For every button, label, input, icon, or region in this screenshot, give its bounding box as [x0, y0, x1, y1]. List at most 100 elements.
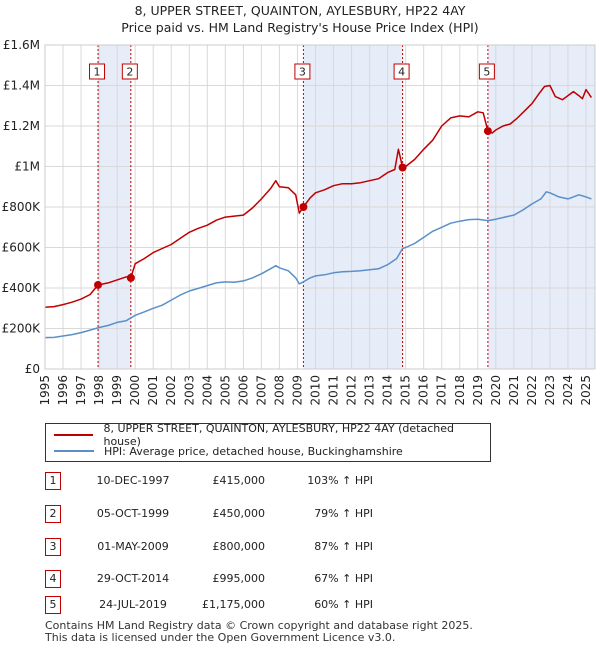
x-tick-label: 1995 [38, 375, 52, 406]
sale-number-badge: 4 [45, 570, 61, 588]
legend-swatch-property [54, 434, 94, 436]
x-tick-label: 2012 [345, 375, 359, 406]
x-tick-label: 2001 [146, 375, 160, 406]
x-tick-label: 2004 [200, 375, 214, 406]
sale-badges: 1 2 3 4 5 [89, 63, 495, 80]
sale-row: 1 10-DEC-1997 £415,000 103% ↑ HPI [45, 472, 465, 492]
x-tick-label: 2023 [543, 375, 557, 406]
sale-point [483, 127, 492, 136]
legend-item-hpi: HPI: Average price, detached house, Buck… [54, 443, 403, 459]
sale-hpi-change: 60% ↑ HPI [314, 598, 373, 611]
x-tick-label: 1998 [92, 375, 106, 406]
y-tick-label: £400K [2, 281, 42, 295]
legend-swatch-hpi [54, 450, 94, 452]
sale-point [299, 203, 308, 211]
sale-hpi-change: 87% ↑ HPI [314, 540, 373, 553]
sale-badge-box [121, 63, 138, 80]
x-tick-labels: 1995 1996 1997 1998 1999 2000 2001 2002 2003 2004… [38, 375, 593, 406]
x-tick-label: 2022 [525, 375, 539, 406]
sale-price: £800,000 [212, 540, 266, 553]
x-tick-label: 2018 [453, 375, 467, 406]
sale-price: £995,000 [212, 572, 266, 585]
sale-number-badge: 2 [45, 505, 61, 523]
x-tick-label: 2016 [417, 375, 431, 406]
y-tick-label: £1M [14, 160, 40, 174]
sale-date: 10-DEC-1997 [96, 474, 170, 487]
footer-licence: This data is licensed under the Open Gov… [45, 631, 396, 644]
x-tick-label: 2011 [327, 375, 341, 406]
plot-frame [44, 44, 596, 370]
y-tick-label: £1.6M [3, 38, 40, 52]
sale-date: 05-OCT-1999 [96, 507, 170, 520]
chart-title: 8, UPPER STREET, QUAINTON, AYLESBURY, HP… [0, 2, 600, 36]
x-tick-label: 1999 [110, 375, 124, 406]
legend: 8, UPPER STREET, QUAINTON, AYLESBURY, HP… [45, 422, 491, 462]
y-tick-label: £1.4M [3, 79, 40, 93]
hpi-line [44, 191, 592, 339]
sale-row: 3 01-MAY-2009 £800,000 87% ↑ HPI [45, 538, 465, 558]
x-tick-label: 2014 [381, 375, 395, 406]
sale-badge-label: 5 [483, 66, 490, 79]
x-tick-label: 2000 [128, 375, 142, 406]
x-tick-label: 2005 [218, 375, 232, 406]
x-tick-label: 2002 [164, 375, 178, 406]
sale-number-badge: 1 [45, 472, 61, 490]
sale-hpi-change: 103% ↑ HPI [307, 474, 373, 487]
sale-price: £450,000 [212, 507, 266, 520]
sale-row: 2 05-OCT-1999 £450,000 79% ↑ HPI [45, 505, 465, 525]
x-tick-label: 2020 [489, 375, 503, 406]
y-tick-label: £0 [25, 362, 40, 376]
series-lines [44, 84, 593, 339]
sale-vertical-lines [97, 45, 489, 369]
y-tick-labels: £0 £200K £400K £600K £800K £1M £1.2M £1.4M £1.6M [2, 38, 42, 376]
sale-row: 5 24-JUL-2019 £1,175,000 60% ↑ HPI [45, 596, 465, 616]
legend-item-property: 8, UPPER STREET, QUAINTON, AYLESBURY, HP… [54, 422, 490, 448]
sale-point [398, 163, 407, 172]
y-tick-label: £200K [2, 322, 42, 336]
sale-price: £415,000 [212, 474, 266, 487]
x-tick-label: 2017 [435, 375, 449, 406]
footer-copyright: Contains HM Land Registry data © Crown c… [45, 619, 473, 632]
footer: Contains HM Land Registry data © Crown c… [45, 620, 585, 644]
sale-point [94, 280, 103, 289]
x-tick-label: 2006 [236, 375, 250, 406]
y-tick-label: £1.2M [3, 119, 40, 133]
sale-hpi-change: 79% ↑ HPI [314, 507, 373, 520]
x-tick-label: 2008 [272, 375, 286, 406]
price-chart: £0 £200K £400K £600K £800K £1M £1.2M £1.4M £1.6M… [2, 38, 596, 406]
sale-badge-box [478, 63, 495, 80]
sale-date: 24-JUL-2019 [99, 598, 167, 611]
x-tick-label: 2019 [471, 375, 485, 406]
x-tick-label: 2015 [399, 375, 413, 406]
x-tick-label: 2021 [507, 375, 521, 406]
sale-number-badge: 5 [45, 596, 61, 614]
x-tick-label: 1996 [56, 375, 70, 406]
x-tick-label: 2024 [561, 375, 575, 406]
title-line-2: Price paid vs. HM Land Registry's House … [121, 20, 479, 35]
y-tick-label: £600K [2, 241, 42, 255]
sale-badge-label: 4 [398, 66, 405, 79]
legend-label-hpi: HPI: Average price, detached house, Buck… [104, 444, 403, 458]
y-tick-label: £800K [2, 200, 42, 214]
x-tick-label: 2025 [579, 375, 593, 406]
property-price-line [44, 84, 593, 308]
sale-row: 4 29-OCT-2014 £995,000 67% ↑ HPI [45, 570, 465, 590]
legend-label-property: 8, UPPER STREET, QUAINTON, AYLESBURY, HP… [103, 422, 454, 448]
x-tick-label: 2009 [290, 375, 304, 406]
sale-badge-label: 2 [126, 66, 133, 79]
sale-badge-box [393, 63, 410, 80]
sale-badge-box [294, 63, 311, 80]
x-tick-label: 1997 [74, 375, 88, 406]
sale-date: 01-MAY-2009 [97, 540, 169, 553]
x-tick-label: 2007 [254, 375, 268, 406]
sale-point [126, 273, 135, 282]
sale-number-badge: 3 [45, 538, 61, 556]
x-tick-label: 2013 [363, 375, 377, 406]
sale-date: 29-OCT-2014 [96, 572, 170, 585]
x-tick-label: 2010 [308, 375, 322, 406]
sale-markers [94, 127, 492, 289]
title-line-1: 8, UPPER STREET, QUAINTON, AYLESBURY, HP… [134, 3, 466, 18]
sale-hpi-change: 67% ↑ HPI [314, 572, 373, 585]
sale-badge-label: 1 [94, 66, 101, 79]
sale-badge-box [89, 63, 106, 80]
